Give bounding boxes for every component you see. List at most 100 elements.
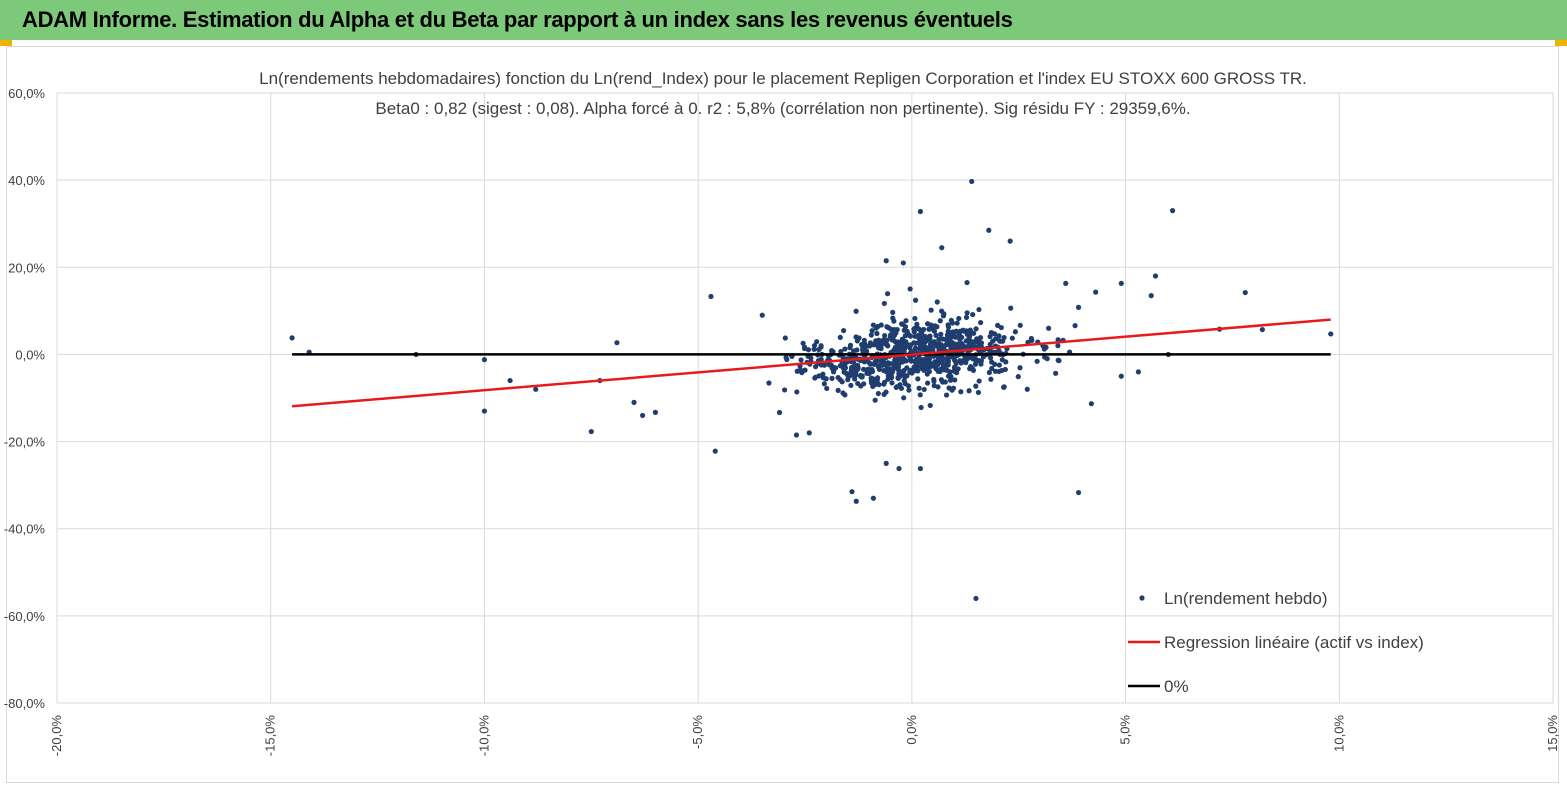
data-point xyxy=(1001,384,1007,390)
data-point xyxy=(952,357,958,363)
data-point xyxy=(830,369,837,375)
data-point xyxy=(956,315,962,322)
data-point xyxy=(928,307,934,313)
data-point xyxy=(902,333,908,339)
data-point xyxy=(926,326,932,332)
legend-marker-points xyxy=(1139,595,1145,601)
data-point xyxy=(816,373,822,379)
data-point xyxy=(876,382,882,388)
data-point xyxy=(840,390,846,396)
data-point xyxy=(932,323,938,329)
data-point xyxy=(776,409,783,416)
data-point xyxy=(963,314,970,320)
data-point xyxy=(884,324,890,330)
data-point xyxy=(930,347,936,353)
data-point xyxy=(911,340,917,346)
data-point xyxy=(952,334,958,340)
data-point xyxy=(942,379,948,385)
y-tick-label: 60,0% xyxy=(8,86,45,101)
data-point xyxy=(903,318,909,324)
data-point xyxy=(950,385,957,391)
data-point xyxy=(924,361,930,368)
data-point xyxy=(944,335,950,341)
data-point xyxy=(863,342,869,349)
data-point xyxy=(853,498,859,504)
data-point xyxy=(1002,366,1008,373)
data-point xyxy=(945,362,951,368)
data-point xyxy=(1118,373,1124,379)
data-point xyxy=(845,377,851,383)
data-point xyxy=(861,366,867,372)
data-point xyxy=(966,388,972,394)
data-point xyxy=(964,356,971,362)
data-point xyxy=(903,339,909,345)
data-point xyxy=(996,368,1002,375)
data-point xyxy=(916,385,922,391)
data-point xyxy=(507,377,513,384)
x-tick-label: 15,0% xyxy=(1545,715,1560,752)
data-point xyxy=(988,376,994,382)
legend-label: Ln(rendement hebdo) xyxy=(1164,589,1328,608)
data-point xyxy=(912,297,919,303)
data-point xyxy=(1055,343,1061,349)
data-point xyxy=(835,387,841,393)
data-point xyxy=(978,319,984,326)
data-point xyxy=(913,345,919,352)
data-point xyxy=(802,367,808,373)
data-point xyxy=(1135,369,1141,375)
data-point xyxy=(986,369,992,376)
data-point xyxy=(943,392,950,398)
data-point xyxy=(1028,335,1034,342)
data-point xyxy=(870,383,876,390)
data-point xyxy=(837,363,843,369)
data-point xyxy=(900,372,907,378)
data-point xyxy=(933,332,939,338)
data-point xyxy=(915,368,921,374)
data-point xyxy=(987,341,993,347)
data-point xyxy=(949,320,956,326)
data-point xyxy=(898,356,904,362)
data-point xyxy=(766,380,772,386)
data-point xyxy=(1088,401,1094,407)
data-point xyxy=(931,376,937,383)
y-tick-label: 20,0% xyxy=(8,260,45,275)
data-point xyxy=(917,392,923,398)
data-point xyxy=(848,382,854,388)
data-point xyxy=(481,408,488,414)
data-point xyxy=(897,374,903,380)
data-point xyxy=(824,385,830,392)
data-point xyxy=(948,373,954,380)
data-point xyxy=(890,309,896,316)
data-point xyxy=(907,286,913,292)
x-tick-label: -5,0% xyxy=(690,715,705,749)
data-point xyxy=(951,364,958,370)
data-point xyxy=(935,368,941,374)
data-point xyxy=(887,334,893,340)
data-point xyxy=(806,430,812,436)
data-point xyxy=(811,346,817,352)
data-point xyxy=(759,312,765,318)
data-point xyxy=(895,360,902,367)
data-point xyxy=(934,358,940,365)
data-point xyxy=(853,308,859,314)
data-point xyxy=(967,329,973,335)
data-point xyxy=(892,361,898,367)
report-header: ADAM Informe. Estimation du Alpha et du … xyxy=(0,0,1567,40)
data-point xyxy=(782,335,788,341)
chart-subtitle: Beta0 : 0,82 (sigest : 0,08). Alpha forc… xyxy=(375,99,1190,118)
data-point xyxy=(958,389,964,395)
data-point xyxy=(813,364,819,370)
data-point xyxy=(976,378,982,384)
data-point xyxy=(652,409,659,415)
data-point xyxy=(1017,365,1023,371)
data-point xyxy=(976,306,982,313)
data-point xyxy=(879,341,885,348)
data-point xyxy=(873,358,880,364)
data-point xyxy=(925,380,931,386)
data-point xyxy=(878,322,884,328)
data-point xyxy=(989,365,995,372)
data-point xyxy=(869,366,875,373)
data-point xyxy=(884,291,891,297)
data-point xyxy=(1015,374,1021,380)
data-point xyxy=(908,348,914,354)
